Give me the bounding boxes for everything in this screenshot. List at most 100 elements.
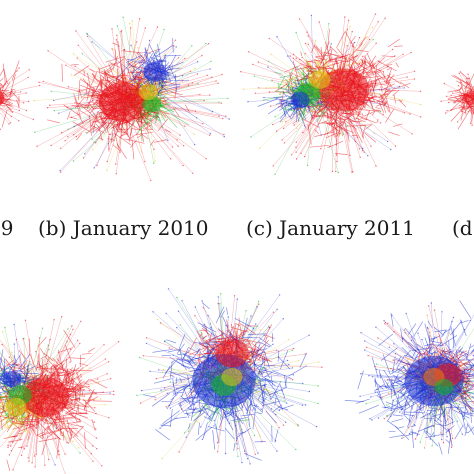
graph-edge	[334, 126, 339, 137]
graph-node	[38, 341, 41, 343]
graph-node	[23, 448, 26, 450]
graph-node	[26, 445, 28, 447]
graph-node	[278, 409, 280, 412]
graph-edge	[282, 91, 287, 97]
graph-node	[160, 389, 162, 391]
graph-edge	[27, 365, 37, 371]
graph-edge	[299, 70, 315, 81]
graph-edge	[157, 118, 169, 131]
graph-edge	[10, 436, 18, 438]
graph-edge	[355, 117, 366, 123]
graph-edge	[117, 130, 126, 134]
graph-edge	[294, 65, 313, 71]
graph-edge	[163, 112, 178, 128]
graph-edge	[247, 98, 294, 102]
graph-node	[145, 342, 148, 345]
graph-edge	[254, 365, 265, 382]
graph-edge	[72, 426, 84, 439]
graph-node	[196, 117, 198, 119]
graph-edge	[63, 104, 80, 116]
graph-node	[306, 164, 309, 167]
graph-edge	[305, 60, 316, 63]
graph-node	[60, 171, 62, 173]
graph-edge	[136, 131, 153, 136]
graph-edge	[170, 91, 183, 96]
graph-node	[69, 361, 71, 363]
graph-node	[158, 369, 160, 371]
graph-node	[202, 123, 204, 125]
graph-edge	[91, 419, 96, 431]
graph-node	[120, 31, 122, 33]
graph-edge	[37, 420, 51, 436]
graph-node	[375, 165, 377, 167]
graph-node	[315, 425, 318, 428]
graph-node	[243, 450, 246, 452]
graph-node	[209, 68, 211, 70]
graph-node	[109, 392, 111, 394]
graph-node	[130, 44, 132, 46]
graph-node	[403, 87, 405, 89]
graph-edge	[133, 61, 146, 63]
graph-node	[272, 311, 275, 313]
graph-edge	[398, 99, 407, 108]
graph-edge	[278, 404, 294, 410]
graph-edge	[37, 360, 43, 372]
graph-edge	[50, 409, 94, 462]
graph-edge	[54, 427, 65, 433]
graph-node	[92, 149, 94, 151]
graph-node	[2, 331, 4, 333]
graph-node	[193, 133, 195, 135]
graph-edge	[287, 83, 290, 93]
cluster-red	[463, 90, 474, 106]
graph-node	[308, 390, 311, 393]
graph-node	[227, 97, 229, 100]
graph-edge	[365, 109, 371, 120]
graph-node	[221, 73, 223, 76]
graph-edge	[16, 420, 38, 423]
graph-node	[259, 329, 262, 331]
graph-edge	[326, 103, 329, 120]
graph-node	[272, 343, 274, 345]
graph-node	[201, 54, 203, 57]
graph-edge	[0, 397, 9, 407]
graph-node	[60, 147, 62, 150]
graph-edge	[316, 105, 328, 123]
graph-node	[189, 70, 192, 73]
graph-node	[37, 345, 40, 347]
graph-node	[335, 154, 338, 156]
graph-node	[10, 445, 12, 447]
graph-edge	[292, 111, 296, 116]
graph-node	[351, 171, 353, 173]
graph-node	[307, 43, 309, 45]
graph-edge	[215, 306, 225, 324]
graph-edge	[65, 412, 81, 422]
graph-node	[304, 42, 307, 45]
graph-edge	[36, 363, 49, 369]
graph-edge	[165, 74, 177, 77]
graph-edge	[78, 109, 91, 118]
graph-edge	[145, 125, 151, 129]
graph-edge	[137, 51, 146, 62]
graph-node	[86, 35, 89, 37]
graph-edge	[375, 71, 389, 85]
graph-node	[96, 448, 98, 450]
graph-edge	[224, 407, 234, 418]
graph-edge	[224, 411, 229, 422]
graph-bottom-left	[0, 316, 120, 474]
graph-edge	[288, 82, 307, 89]
graph-edge	[270, 54, 304, 78]
graph-node	[47, 50, 49, 52]
graph-edge	[63, 367, 70, 378]
graph-node	[403, 112, 405, 114]
graph-edge	[368, 83, 372, 92]
graph-edge	[260, 372, 264, 378]
graph-node	[73, 125, 75, 128]
graph-edge	[201, 404, 209, 415]
graph-edge	[324, 124, 343, 136]
graph-node	[271, 79, 273, 82]
graph-node	[42, 436, 44, 438]
graph-node	[77, 44, 79, 46]
graph-node	[67, 86, 70, 88]
graph-node	[122, 16, 124, 18]
graph-node	[293, 124, 295, 126]
